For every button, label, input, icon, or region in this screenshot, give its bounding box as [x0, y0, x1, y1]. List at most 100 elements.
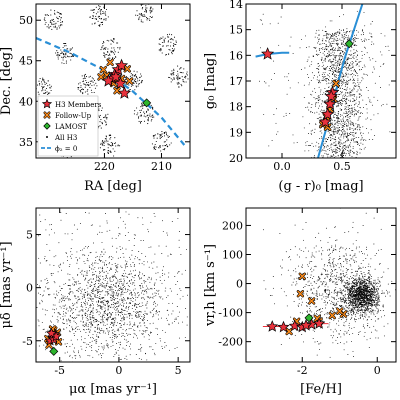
field-star: [343, 112, 345, 114]
field-star: [159, 50, 161, 52]
field-star: [345, 63, 347, 65]
field-star: [358, 109, 360, 111]
field-star: [114, 337, 115, 339]
field-star: [353, 70, 355, 72]
field-star: [115, 285, 117, 287]
field-star: [130, 85, 132, 87]
field-star: [355, 128, 357, 129]
field-star: [110, 327, 112, 328]
field-star: [348, 64, 350, 66]
field-star: [99, 275, 101, 277]
field-star: [119, 233, 121, 235]
field-star: [72, 292, 74, 294]
field-star: [73, 318, 75, 319]
field-star: [157, 290, 159, 292]
field-star: [339, 57, 340, 59]
field-star: [354, 152, 356, 154]
field-star: [69, 315, 71, 316]
field-star: [341, 82, 343, 84]
field-star: [339, 100, 341, 102]
field-star: [112, 148, 114, 150]
field-star: [146, 1, 147, 2]
field-star: [339, 56, 341, 58]
field-star: [84, 338, 86, 340]
field-star: [327, 45, 329, 47]
field-star: [112, 334, 114, 336]
field-star: [84, 315, 86, 317]
field-star: [167, 146, 169, 148]
field-star: [138, 79, 141, 81]
field-star: [325, 49, 327, 51]
field-star: [319, 65, 321, 67]
field-star: [53, 324, 54, 326]
field-star: [342, 151, 344, 153]
field-star: [147, 109, 149, 111]
field-star: [337, 120, 339, 122]
field-star: [107, 305, 109, 307]
field-star: [362, 67, 364, 69]
field-star: [139, 314, 141, 316]
field-star: [353, 135, 355, 137]
field-star: [99, 9, 101, 11]
field-star: [314, 154, 315, 156]
field-star: [319, 43, 321, 45]
field-star: [47, 92, 49, 95]
field-star: [134, 329, 136, 331]
field-star: [70, 251, 72, 253]
field-star: [342, 81, 344, 83]
field-star: [47, 80, 49, 82]
field-star: [121, 301, 123, 303]
field-star: [120, 322, 121, 324]
field-star: [339, 139, 341, 141]
field-star: [353, 80, 355, 81]
field-star: [119, 299, 121, 301]
field-star: [86, 303, 88, 305]
member-marks: [44, 325, 63, 356]
field-star: [363, 40, 365, 42]
field-star: [64, 298, 66, 300]
field-star: [77, 260, 79, 262]
field-star: [325, 69, 326, 71]
field-star: [67, 56, 69, 58]
field-star: [327, 145, 329, 147]
field-star: [351, 107, 353, 109]
field-star: [358, 97, 360, 99]
field-star: [341, 143, 343, 145]
field-star: [337, 103, 339, 104]
field-star: [111, 237, 113, 239]
field-star: [138, 304, 139, 305]
field-star: [297, 82, 299, 84]
field-star: [342, 41, 344, 42]
field-star: [347, 106, 349, 108]
field-star: [56, 308, 57, 310]
field-star: [100, 330, 102, 332]
field-star: [363, 139, 364, 141]
field-star: [130, 266, 132, 268]
field-star: [119, 279, 121, 281]
field-star: [82, 321, 84, 323]
field-star: [333, 142, 335, 144]
field-star: [362, 112, 363, 114]
field-star: [339, 149, 341, 151]
field-star: [118, 341, 120, 343]
field-star: [129, 289, 131, 291]
field-star: [334, 62, 336, 64]
field-star: [162, 329, 164, 331]
field-star: [345, 111, 347, 112]
field-star: [109, 365, 110, 366]
field-star: [164, 37, 166, 39]
field-star: [349, 79, 351, 81]
field-star: [106, 51, 109, 53]
field-star: [349, 116, 351, 117]
field-star: [31, 362, 32, 363]
field-star: [83, 296, 85, 298]
field-star: [162, 269, 164, 271]
legend-label-h3: H3 Members: [55, 101, 102, 109]
field-star: [91, 350, 93, 351]
field-star: [101, 309, 103, 311]
field-star: [70, 291, 71, 293]
field-star: [343, 76, 345, 77]
field-star: [113, 275, 115, 277]
field-star: [343, 34, 345, 36]
field-star: [83, 295, 85, 296]
